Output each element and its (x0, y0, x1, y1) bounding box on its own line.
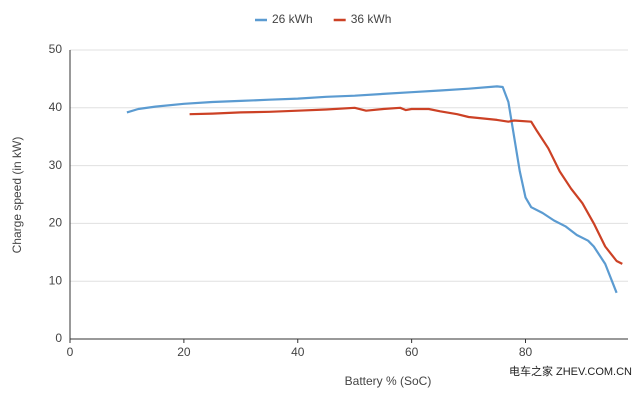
y-axis-label: Charge speed (in kW) (10, 137, 24, 254)
y-tick-label: 10 (49, 273, 63, 287)
legend-label: 36 kWh (351, 12, 392, 26)
series-line (189, 106, 623, 265)
y-tick-label: 0 (55, 331, 62, 345)
watermark: 电车之家 ZHEV.COM.CN (509, 364, 632, 378)
x-tick-label: 60 (405, 345, 419, 359)
series-line (126, 85, 618, 294)
x-tick-label: 0 (67, 345, 74, 359)
y-tick-label: 40 (49, 100, 63, 114)
legend-label: 26 kWh (272, 12, 313, 26)
x-tick-label: 40 (291, 345, 305, 359)
x-tick-label: 20 (177, 345, 191, 359)
y-tick-label: 30 (49, 158, 63, 172)
x-tick-label: 80 (519, 345, 533, 359)
y-tick-label: 50 (49, 42, 63, 56)
x-axis-label: Battery % (SoC) (345, 374, 432, 388)
y-tick-label: 20 (49, 216, 63, 230)
